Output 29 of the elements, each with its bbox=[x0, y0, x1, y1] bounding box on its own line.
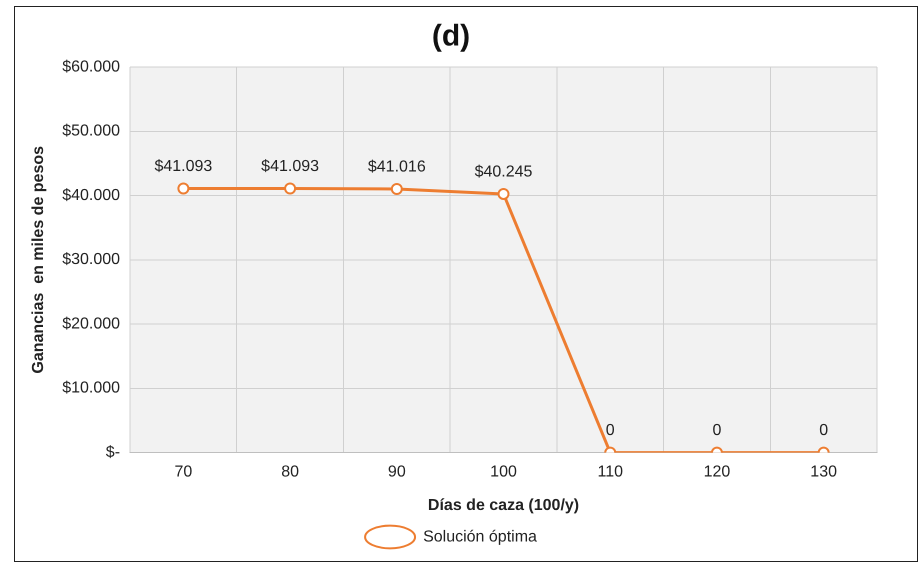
point bbox=[284, 182, 296, 195]
x-tick-label: 80 bbox=[281, 464, 300, 481]
y-tick-label: $50.000 bbox=[62, 122, 120, 140]
y-tick-label: $20.000 bbox=[62, 315, 120, 332]
data-label: $41.093 bbox=[261, 158, 320, 175]
y-tick-label: $- bbox=[106, 444, 120, 462]
data-label: $40.245 bbox=[474, 163, 533, 180]
y-axis-title: Ganancias en miles de pesos bbox=[30, 146, 48, 374]
legend-label: Solución óptima bbox=[423, 528, 538, 546]
x-tick-label: 70 bbox=[174, 464, 192, 481]
y-tick-label: $40.000 bbox=[62, 186, 120, 204]
point bbox=[177, 182, 190, 195]
data-label: $41.093 bbox=[154, 158, 212, 175]
x-axis-title: Días de caza (100/y) bbox=[428, 496, 580, 514]
y-tick-label: $10.000 bbox=[62, 380, 120, 397]
data-label: 0 bbox=[712, 422, 722, 440]
data-label: $41.016 bbox=[368, 158, 426, 176]
point bbox=[498, 188, 510, 200]
x-tick-label: 120 bbox=[704, 464, 730, 481]
x-tick-label: 90 bbox=[388, 464, 406, 481]
x-tick-label: 110 bbox=[597, 464, 624, 481]
x-tick-label: 100 bbox=[490, 464, 517, 481]
point bbox=[390, 183, 403, 196]
y-tick-label: $30.000 bbox=[62, 251, 120, 268]
data-label: 0 bbox=[819, 422, 828, 440]
y-tick-label: $60.000 bbox=[62, 58, 120, 76]
chart-title: (d) bbox=[432, 19, 470, 52]
x-tick-label: 130 bbox=[810, 464, 838, 481]
data-label: 0 bbox=[606, 422, 615, 440]
